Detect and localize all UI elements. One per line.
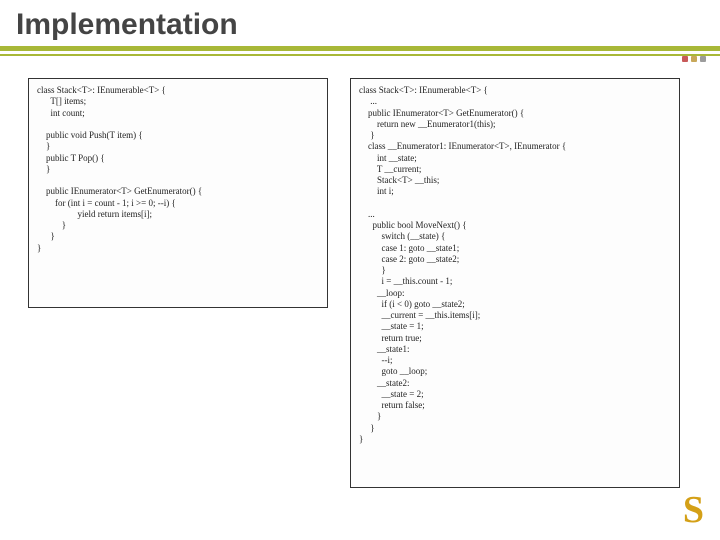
code-right: class Stack<T>: IEnumerable<T> { ... pub… xyxy=(350,78,680,488)
watermark-letter: S xyxy=(683,488,704,532)
content-row: class Stack<T>: IEnumerable<T> { T[] ite… xyxy=(0,56,720,498)
dot-2 xyxy=(691,56,697,62)
divider-thick xyxy=(0,46,720,51)
dot-1 xyxy=(682,56,688,62)
corner-dots xyxy=(682,56,706,62)
slide-title: Implementation xyxy=(0,0,720,46)
code-left: class Stack<T>: IEnumerable<T> { T[] ite… xyxy=(28,78,328,308)
dot-3 xyxy=(700,56,706,62)
